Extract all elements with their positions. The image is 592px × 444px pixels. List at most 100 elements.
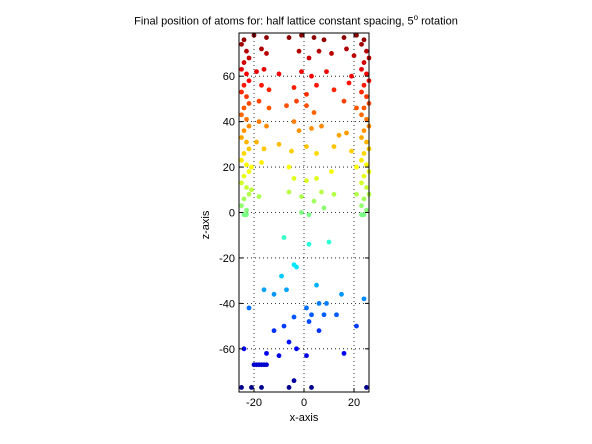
data-point [364,94,369,100]
data-point [361,173,367,179]
data-point [309,312,314,318]
data-point [326,239,332,245]
y-tick-label: -40 [219,298,235,310]
y-tick-label: -60 [219,344,235,356]
data-point [311,110,317,115]
data-point [341,350,347,356]
data-point [361,151,367,156]
data-point [359,41,364,47]
data-point [364,116,369,122]
data-point [299,32,304,38]
data-point [319,123,324,129]
y-tick-label: 40 [223,117,235,129]
data-point [264,51,269,56]
data-point [239,180,244,186]
data-point [361,60,367,65]
chart-title-suffix: rotation [418,15,458,28]
data-point [364,139,369,145]
data-point [306,319,312,324]
data-point [244,207,249,213]
x-tick-label: -20 [246,397,262,409]
data-point [291,378,297,384]
data-point [239,112,244,118]
data-point [304,178,309,184]
data-point [264,362,269,368]
data-point [294,346,299,352]
data-point [239,157,244,163]
y-tick-label: 20 [223,162,235,174]
data-point [334,312,339,318]
data-point [299,194,304,199]
data-point [311,198,317,204]
data-point [259,385,264,390]
data-point [346,80,352,86]
y-tick-label: 60 [223,71,235,83]
data-point [331,87,337,93]
data-point [239,203,244,209]
data-point [244,162,249,168]
data-point [241,82,247,88]
data-point [264,350,269,356]
data-point [359,203,364,209]
data-point [339,291,344,297]
data-point [276,141,282,147]
data-point [271,291,277,297]
x-tick-label: 20 [348,397,360,409]
data-point [259,160,264,165]
data-point [244,71,249,77]
data-point [286,164,292,170]
chart-title-text: Final position of atoms for: half lattic… [134,15,414,28]
data-point [244,212,249,218]
data-point [349,73,354,79]
data-point [364,207,369,213]
data-point [361,196,367,202]
data-point [309,385,314,390]
data-point [281,323,287,329]
data-point [266,105,272,111]
data-point [244,48,249,54]
data-point [261,66,267,72]
data-point [359,89,364,95]
data-point [286,385,292,390]
data-point [304,91,309,97]
data-point [331,191,337,197]
data-point [364,185,369,190]
data-point [286,339,292,345]
data-point [304,353,309,359]
data-point [284,103,289,109]
data-point [246,123,252,129]
data-point [354,32,359,38]
data-point [246,305,252,311]
data-point [361,82,367,88]
tick-marks: -20 0 20 -60 -40 -20 0 20 40 60 [219,33,369,409]
data-point [289,148,294,154]
data-point [254,362,259,368]
data-point [314,82,319,88]
data-point [291,119,297,125]
data-point [309,126,314,131]
data-point [344,130,349,136]
data-point [241,151,247,156]
data-point [291,314,297,320]
data-point [294,98,299,104]
data-point [364,162,369,168]
data-point [249,164,254,170]
chart-title-degree: o [413,13,419,22]
data-point [361,105,367,111]
data-point [299,210,304,215]
data-point [296,128,302,134]
data-point [336,132,342,138]
data-point [241,128,247,134]
x-tick-label: 0 [301,397,307,409]
data-point [304,305,309,311]
chart-title: Final position of atoms for: half lattic… [0,13,592,28]
data-point [241,173,247,179]
data-point [291,176,297,181]
data-point [316,48,322,54]
data-point [241,346,247,352]
data-point [349,148,354,154]
data-point [256,194,262,199]
data-point [304,103,309,109]
data-point [286,35,292,40]
data-point [359,66,364,72]
